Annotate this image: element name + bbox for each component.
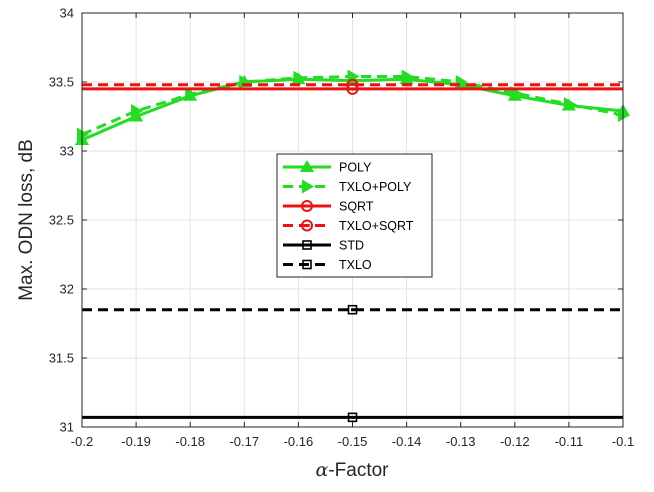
marker-triangle-right: [293, 70, 306, 85]
x-tick-label: -0.11: [555, 434, 584, 449]
legend-entry: SQRT: [283, 200, 374, 214]
legend-entry: POLY: [283, 160, 372, 175]
legend-label: SQRT: [339, 200, 374, 214]
y-tick-label: 34: [60, 6, 74, 21]
marker-square-dot: [351, 308, 354, 312]
y-tick-label: 33.5: [49, 75, 74, 90]
legend-label: STD: [339, 239, 364, 253]
marker-square: [302, 240, 312, 250]
x-axis-label-text: -Factor: [328, 460, 389, 481]
legend-label: TXLO+POLY: [339, 180, 412, 194]
y-tick-label: 32: [60, 282, 74, 297]
x-tick-label: -0.13: [446, 434, 476, 449]
legend-entry: STD: [283, 239, 364, 253]
x-tick-label: -0.16: [284, 434, 314, 449]
series-txlo: [82, 304, 623, 315]
legend-label: POLY: [339, 161, 372, 175]
ticks: -0.2 -0.19 -0.18 -0.17 -0.16 -0.15 -0.14 -0.13 -…: [49, 6, 635, 450]
x-tick-label: -0.2: [71, 434, 93, 449]
x-tick-label: -0.19: [121, 434, 151, 449]
y-tick-label: 33: [60, 144, 74, 159]
y-axis-label: Max. ODN loss, dB: [16, 139, 37, 301]
marker-triangle-right: [563, 97, 576, 112]
legend-entry: TXLO: [283, 258, 372, 272]
x-tick-label: -0.12: [500, 434, 530, 449]
marker-triangle-up: [300, 160, 314, 172]
series-std: [82, 412, 623, 423]
marker-triangle-right: [302, 179, 314, 194]
marker-circle: [301, 219, 313, 232]
series-txlo-sqrt: [82, 78, 623, 91]
marker-circle: [301, 200, 313, 212]
legend-entry: TXLO+SQRT: [283, 219, 414, 233]
marker-triangle-right: [77, 127, 89, 142]
legend-label: TXLO: [339, 258, 372, 272]
series-layer: [75, 69, 630, 423]
marker-triangle-right: [401, 69, 414, 84]
marker-circle: [346, 78, 359, 91]
marker-square: [347, 412, 358, 423]
x-tick-label: -0.18: [175, 434, 205, 449]
x-tick-label: -0.15: [338, 434, 368, 449]
marker-triangle-right: [618, 108, 630, 123]
legend-entry: TXLO+POLY: [283, 179, 412, 194]
marker-square: [347, 304, 358, 315]
y-tick-label: 32.5: [49, 213, 74, 228]
legend-box: [276, 153, 433, 278]
marker-triangle-up: [129, 109, 144, 122]
marker-triangle-right: [185, 87, 198, 102]
marker-square: [302, 259, 312, 270]
x-tick-label: -0.14: [392, 434, 422, 449]
y-tick-label: 31: [60, 420, 74, 435]
marker-triangle-right: [131, 103, 144, 118]
x-tick-label: -0.17: [229, 434, 259, 449]
legend-label: TXLO+SQRT: [339, 219, 414, 233]
x-tick-label: -0.1: [612, 434, 634, 449]
legend: POLY TXLO+POLY SQRT TXLO+SQRT STD TXLO: [276, 153, 433, 278]
x-axis-label-symbol: α: [315, 459, 328, 481]
x-axis-label: α-Factor: [315, 459, 389, 481]
y-tick-label: 31.5: [49, 351, 74, 366]
marker-square-dot: [305, 263, 309, 266]
